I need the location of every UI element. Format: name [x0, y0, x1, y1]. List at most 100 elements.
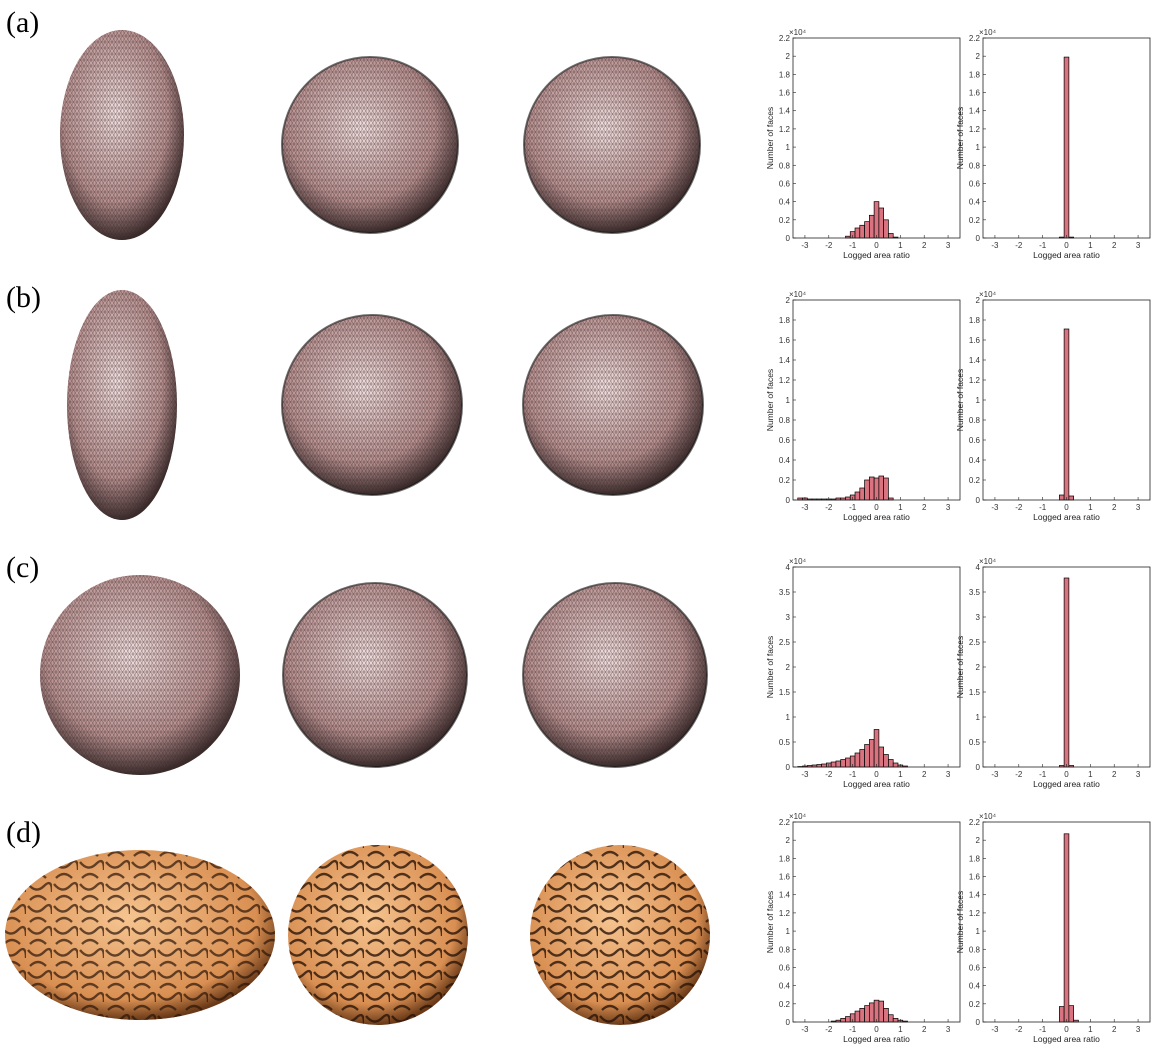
y-axis-label: Number of faces	[955, 369, 965, 431]
row-label: (c)	[6, 551, 39, 584]
y-tick-label: 1	[786, 396, 791, 405]
bar	[1069, 1006, 1074, 1022]
y-multiplier: ×10⁴	[979, 812, 997, 821]
bar	[860, 750, 865, 768]
bar	[860, 488, 865, 500]
y-tick-label: 0.8	[969, 945, 981, 954]
bar	[869, 477, 874, 500]
x-tick-label: -1	[1039, 770, 1047, 779]
bar	[884, 478, 889, 500]
bar	[865, 1006, 870, 1022]
row-label: (b)	[6, 281, 41, 314]
x-tick-label: 0	[874, 1025, 879, 1034]
x-axis-label: Logged area ratio	[1033, 1034, 1100, 1044]
bar	[860, 225, 865, 238]
x-tick-label: 2	[1112, 770, 1117, 779]
x-tick-label: -1	[1039, 503, 1047, 512]
x-tick-label: 3	[946, 770, 951, 779]
y-tick-label: 0.6	[779, 963, 791, 972]
x-tick-label: 1	[898, 1025, 903, 1034]
y-tick-label: 1.4	[779, 891, 791, 900]
x-tick-label: 1	[1088, 503, 1093, 512]
x-tick-label: 0	[874, 770, 879, 779]
x-tick-label: 2	[1112, 503, 1117, 512]
y-multiplier: ×10⁴	[789, 28, 807, 37]
x-tick-label: -3	[991, 503, 999, 512]
y-tick-label: 1.4	[969, 356, 981, 365]
y-tick-label: 1.2	[969, 909, 981, 918]
x-axis-label: Logged area ratio	[843, 250, 910, 260]
x-axis-label: Logged area ratio	[1033, 512, 1100, 522]
y-tick-label: 0.6	[969, 963, 981, 972]
y-tick-label: 0	[786, 234, 791, 243]
y-tick-label: 2.5	[969, 638, 981, 647]
y-tick-label: 0.4	[779, 982, 791, 991]
x-tick-label: -3	[801, 241, 809, 250]
y-tick-label: 3	[976, 613, 981, 622]
y-tick-label: 0.4	[969, 982, 981, 991]
y-tick-label: 0.2	[779, 1000, 791, 1009]
y-tick-label: 0	[976, 1018, 981, 1027]
y-tick-label: 0.6	[779, 436, 791, 445]
bar	[855, 753, 860, 767]
y-tick-label: 2	[976, 836, 981, 845]
y-tick-label: 0.4	[779, 456, 791, 465]
y-tick-label: 0.8	[779, 945, 791, 954]
x-tick-label: -1	[849, 241, 857, 250]
bar	[845, 1017, 850, 1022]
bar	[845, 758, 850, 767]
bar	[888, 233, 893, 238]
bar	[874, 478, 879, 500]
x-tick-label: -3	[991, 1025, 999, 1034]
y-tick-label: 2	[786, 663, 791, 672]
x-tick-label: -3	[801, 1025, 809, 1034]
bar	[855, 1011, 860, 1022]
y-tick-label: 0.2	[779, 476, 791, 485]
y-tick-label: 3	[786, 613, 791, 622]
x-tick-label: 2	[1112, 241, 1117, 250]
bar	[884, 220, 889, 238]
bar	[869, 1003, 874, 1022]
x-tick-label: 0	[874, 503, 879, 512]
y-tick-label: 1	[976, 143, 981, 152]
x-tick-label: -1	[1039, 241, 1047, 250]
y-tick-label: 1.2	[969, 125, 981, 134]
bar	[879, 208, 884, 238]
y-tick-label: 1.8	[969, 316, 981, 325]
y-multiplier: ×10⁴	[979, 290, 997, 299]
bar	[836, 761, 841, 767]
x-tick-label: -3	[801, 770, 809, 779]
bar	[845, 497, 850, 500]
x-axis-label: Logged area ratio	[1033, 250, 1100, 260]
y-tick-label: 0.5	[969, 738, 981, 747]
bar	[879, 1001, 884, 1022]
y-axis-label: Number of faces	[955, 891, 965, 953]
y-tick-label: 0	[976, 496, 981, 505]
x-tick-label: 1	[898, 241, 903, 250]
x-axis-label: Logged area ratio	[1033, 779, 1100, 789]
y-tick-label: 0.8	[779, 161, 791, 170]
bar	[860, 1008, 865, 1022]
x-tick-label: 2	[922, 241, 927, 250]
y-tick-label: 1	[786, 713, 791, 722]
x-axis-label: Logged area ratio	[843, 779, 910, 789]
x-tick-label: 0	[1064, 770, 1069, 779]
y-axis-label: Number of faces	[765, 107, 775, 169]
y-tick-label: 1.6	[969, 89, 981, 98]
x-tick-label: -1	[849, 770, 857, 779]
y-tick-label: 1.8	[779, 854, 791, 863]
x-tick-label: 3	[1136, 1025, 1141, 1034]
y-tick-label: 1.8	[779, 316, 791, 325]
y-multiplier: ×10⁴	[979, 557, 997, 566]
x-tick-label: 2	[922, 770, 927, 779]
x-tick-label: 3	[946, 1025, 951, 1034]
bar	[1064, 329, 1069, 500]
y-tick-label: 1.4	[779, 356, 791, 365]
bar	[831, 762, 836, 767]
bar	[869, 740, 874, 768]
x-tick-label: 0	[1064, 503, 1069, 512]
y-tick-label: 0	[786, 1018, 791, 1027]
y-tick-label: 0.5	[779, 738, 791, 747]
y-tick-label: 0.8	[779, 416, 791, 425]
y-tick-label: 1.8	[779, 70, 791, 79]
